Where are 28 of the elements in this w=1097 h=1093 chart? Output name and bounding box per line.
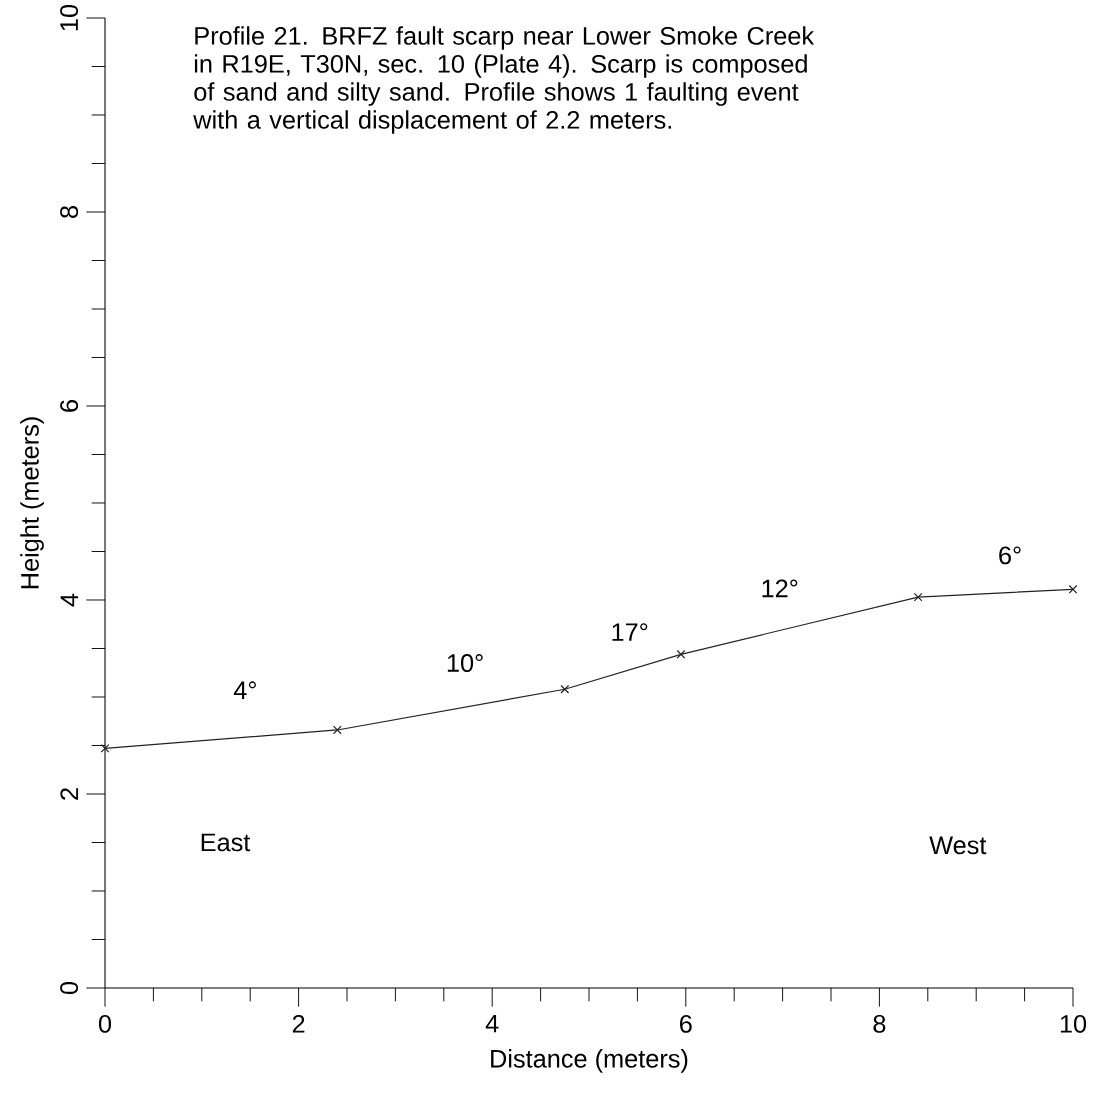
y-tick-label: 2: [60, 788, 79, 800]
point: [913, 592, 923, 602]
y-axis-title: Height (meters): [20, 417, 44, 589]
y-tick-label: 4: [60, 593, 79, 607]
point: [560, 684, 570, 694]
x-axis-title: Distance (meters): [491, 1049, 688, 1073]
y-tick-label: 0: [60, 981, 79, 995]
point: [332, 725, 342, 735]
annotation: East: [201, 833, 251, 852]
annotation: 10°: [447, 654, 483, 672]
x-tick-label: 0: [98, 1014, 112, 1033]
point: [1068, 584, 1078, 594]
annotation: 17°: [612, 623, 648, 641]
annotation: 12°: [762, 579, 798, 598]
y-tick-label: 8: [60, 206, 79, 218]
x-tick-label: 6: [680, 1014, 692, 1033]
x-tick-label: 8: [873, 1014, 886, 1033]
point: [676, 649, 686, 659]
x-tick-label: 10: [1060, 1014, 1087, 1033]
x-tick-label: 2: [292, 1014, 305, 1033]
annotation: 6°: [999, 546, 1021, 565]
annotation: 4°: [233, 681, 256, 700]
x-tick-label: 4: [485, 1014, 499, 1033]
y-tick-label: 10: [60, 4, 79, 31]
text: Profile 21. BRFZ fault scarp near Lower Smoke Creek in R19E, T30N, sec. 10 (Plate 4). Scarp is composed of sand and silty sand. Profile shows 1 faulting event with a vertical displacement of 2.2 meters.: [193, 26, 815, 134]
annotation: West: [929, 836, 987, 855]
point: [100, 744, 110, 753]
y-tick-label: 6: [60, 400, 79, 412]
